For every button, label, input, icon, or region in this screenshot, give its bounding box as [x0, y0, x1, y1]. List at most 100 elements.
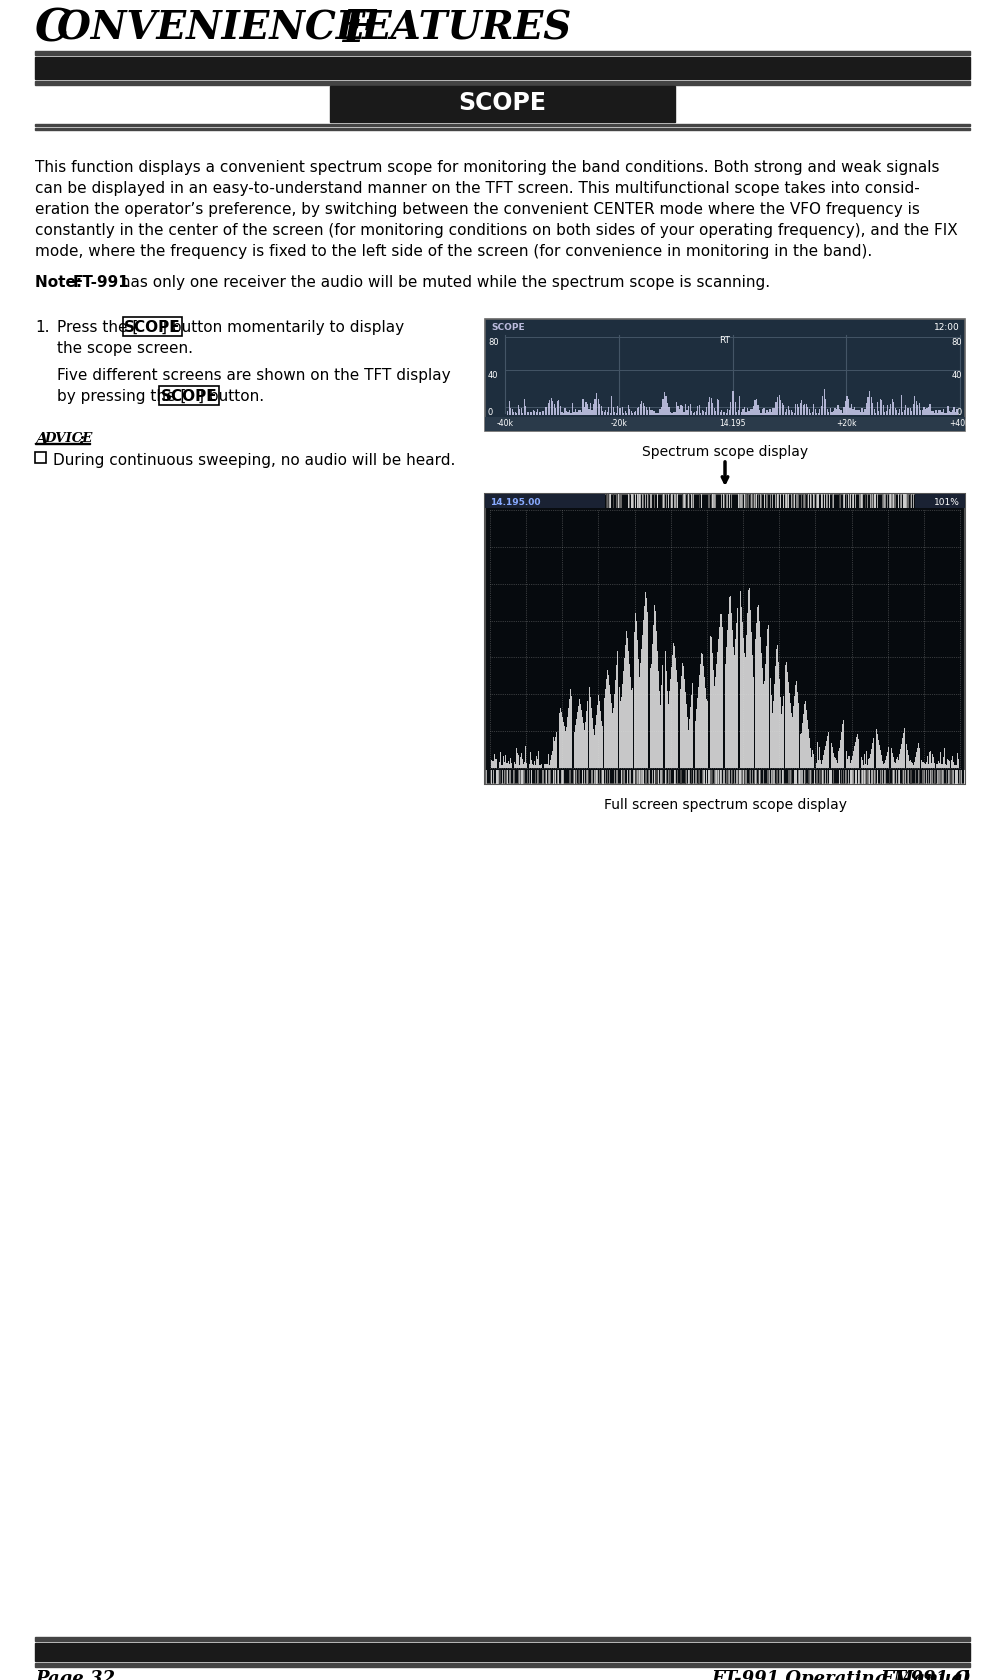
Bar [577, 412, 578, 415]
Text: Spectrum scope display: Spectrum scope display [642, 445, 808, 459]
Bar [957, 410, 958, 415]
Bar [774, 408, 775, 415]
Bar [673, 412, 674, 415]
Bar [746, 413, 747, 415]
Bar [692, 413, 693, 415]
Bar [780, 402, 781, 415]
Bar [688, 407, 689, 415]
Bar [512, 410, 513, 415]
Bar [632, 413, 633, 415]
Bar [777, 398, 778, 415]
Bar [539, 413, 540, 415]
Bar [783, 405, 784, 415]
Bar [548, 403, 549, 415]
Bar [485, 418, 965, 432]
Bar [890, 405, 891, 415]
Text: C: C [35, 8, 70, 50]
Bar [559, 400, 560, 415]
Bar [771, 413, 772, 415]
Bar [949, 412, 950, 415]
Bar [596, 393, 597, 415]
Bar [749, 412, 750, 415]
Bar [918, 405, 919, 415]
Bar [822, 396, 823, 415]
Bar [658, 413, 659, 415]
Bar [694, 413, 695, 415]
Bar [767, 412, 768, 415]
Bar [698, 407, 699, 415]
Bar [894, 408, 895, 415]
Bar [846, 396, 847, 415]
Bar [921, 412, 922, 415]
Bar [792, 413, 793, 415]
Text: Five different screens are shown on the TFT display: Five different screens are shown on the … [57, 368, 450, 383]
Bar [851, 405, 852, 415]
Bar [860, 413, 861, 415]
Text: +40k: +40k [950, 418, 970, 428]
Bar [848, 400, 849, 415]
Bar [604, 412, 605, 415]
Bar [542, 412, 543, 415]
Bar [910, 408, 911, 415]
Bar [671, 413, 672, 415]
Bar [581, 413, 582, 415]
Bar [683, 413, 684, 415]
Bar [882, 407, 883, 415]
Bar [634, 412, 635, 415]
Text: 80: 80 [952, 338, 962, 346]
Text: Note:: Note: [35, 276, 87, 291]
Bar [762, 410, 763, 415]
Text: Press the [: Press the [ [57, 319, 139, 334]
Bar [628, 407, 629, 415]
Text: FT-991: FT-991 [72, 276, 130, 291]
Bar [813, 405, 814, 415]
Bar [870, 398, 871, 415]
Bar [756, 400, 757, 415]
Bar [741, 413, 742, 415]
Bar [605, 410, 606, 415]
Bar [900, 395, 901, 415]
Bar [330, 87, 675, 123]
Bar [676, 403, 677, 415]
Bar [515, 413, 516, 415]
Bar [556, 408, 557, 415]
Bar [893, 403, 894, 415]
Bar [35, 1663, 970, 1667]
Bar [35, 452, 46, 464]
Bar [788, 407, 789, 415]
Bar [568, 413, 569, 415]
Bar [619, 408, 620, 415]
Bar [744, 408, 745, 415]
Bar [527, 413, 528, 415]
Text: eration the operator’s preference, by switching between the convenient CENTER mo: eration the operator’s preference, by sw… [35, 202, 920, 217]
Bar [644, 407, 645, 415]
Bar [553, 402, 554, 415]
Text: SCOPE: SCOPE [491, 323, 525, 333]
Bar [782, 403, 783, 415]
Bar [622, 408, 623, 415]
Text: 40: 40 [488, 371, 498, 380]
Bar [837, 407, 838, 415]
Bar [872, 403, 873, 415]
Bar [946, 413, 947, 415]
Bar [913, 405, 914, 415]
Bar [909, 408, 910, 415]
Bar [557, 402, 558, 415]
Bar [825, 400, 826, 415]
Text: 0: 0 [957, 408, 962, 417]
Text: ] button.: ] button. [198, 388, 264, 403]
Bar [734, 391, 735, 415]
Bar [35, 59, 970, 81]
Bar [903, 412, 904, 415]
Bar [834, 408, 835, 415]
Bar [650, 412, 651, 415]
Text: DVICE: DVICE [44, 432, 92, 445]
Bar [827, 410, 828, 415]
Text: SCOPE: SCOPE [458, 91, 546, 114]
Bar [818, 413, 819, 415]
Bar [812, 413, 813, 415]
Bar [931, 412, 932, 415]
Bar [531, 412, 533, 415]
Bar [661, 408, 662, 415]
Bar [668, 408, 669, 415]
